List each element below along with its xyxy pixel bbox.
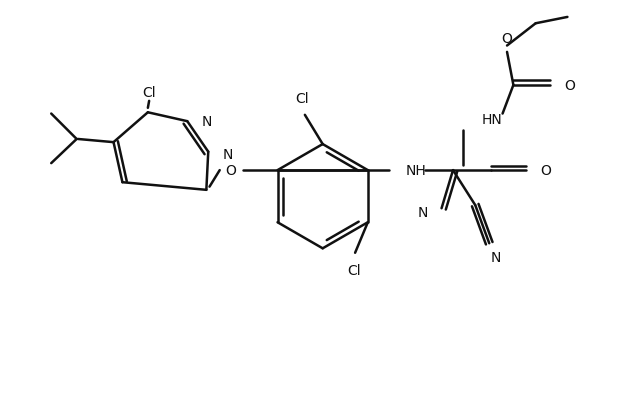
Text: O: O: [540, 164, 551, 178]
Text: O: O: [502, 32, 512, 46]
Text: N: N: [417, 206, 427, 219]
Text: O: O: [564, 79, 575, 93]
Text: HN: HN: [482, 112, 502, 126]
Text: N: N: [201, 115, 212, 129]
Text: Cl: Cl: [347, 263, 360, 277]
Text: N: N: [490, 251, 501, 265]
Text: Cl: Cl: [295, 91, 309, 105]
Text: NH: NH: [405, 164, 426, 178]
Text: Cl: Cl: [142, 86, 156, 100]
Text: O: O: [225, 164, 236, 178]
Text: N: N: [222, 147, 233, 161]
